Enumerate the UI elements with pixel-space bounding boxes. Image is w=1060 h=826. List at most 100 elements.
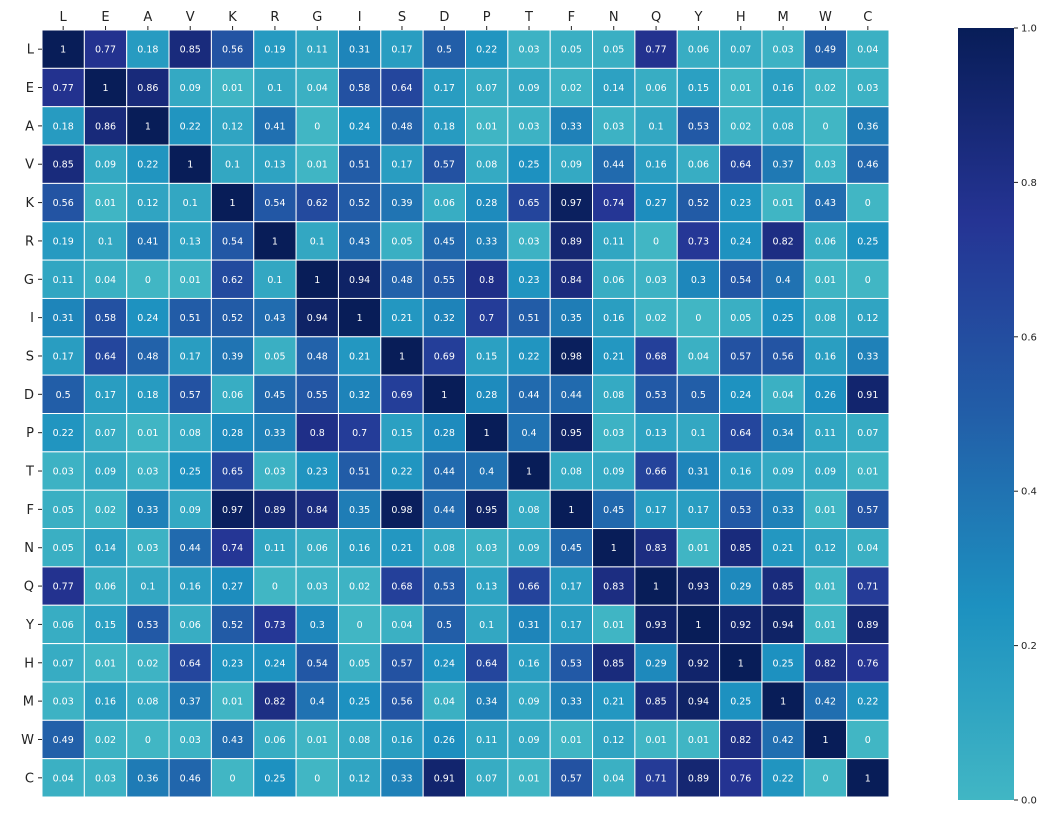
cell-value-label: 0.01 [307, 735, 328, 746]
heatmap-cell [253, 528, 297, 568]
cell-value-label: 0.82 [730, 735, 751, 746]
heatmap-cell [592, 413, 636, 453]
cell-value-label: 0.16 [349, 543, 370, 554]
cell-value-label: 0 [314, 121, 320, 132]
heatmap-cell [422, 221, 466, 261]
heatmap-cell [41, 144, 85, 184]
heatmap-cell [422, 604, 466, 645]
cell-value-label: 0.57 [730, 351, 751, 362]
cell-value-label: 0.77 [645, 45, 666, 56]
cell-value-label: 0.45 [264, 390, 285, 401]
cell-value-label: 0.1 [649, 121, 664, 132]
cell-value-label: 0.89 [264, 505, 285, 516]
cell-value-label: 0 [865, 735, 871, 746]
cell-value-label: 0.24 [137, 313, 158, 324]
heatmap-cell [337, 182, 382, 223]
x-tick-label: S [398, 10, 406, 25]
cell-value-label: 0.95 [476, 505, 497, 516]
x-tick-label: H [736, 10, 746, 25]
heatmap-cell [253, 413, 297, 453]
heatmap-cell [507, 681, 551, 721]
heatmap-cell [83, 374, 128, 414]
heatmap-cell [253, 489, 297, 530]
cell-value-label: 0.04 [391, 620, 412, 631]
cell-value-label: 0.12 [815, 543, 836, 554]
cell-value-label: 0.31 [688, 467, 709, 478]
cell-value-label: 0.95 [561, 428, 582, 439]
heatmap-cell [295, 413, 339, 453]
heatmap-cell [83, 336, 128, 376]
cell-value-label: 0.97 [222, 505, 243, 516]
heatmap-cell [719, 182, 763, 223]
cell-value-label: 0.09 [815, 467, 836, 478]
heatmap-cell [634, 604, 678, 645]
heatmap-cell [549, 758, 594, 798]
y-tick-label: W [21, 733, 34, 748]
cell-value-label: 0.64 [730, 428, 751, 439]
cell-value-label: 0.73 [688, 236, 709, 247]
heatmap-cell [337, 566, 382, 606]
cell-value-label: 0.08 [603, 390, 624, 401]
cell-value-label: 0.68 [391, 582, 412, 593]
cell-value-label: 0.84 [561, 275, 582, 286]
cell-value-label: 0.54 [264, 198, 285, 209]
heatmap-cell [592, 259, 636, 299]
cell-value-label: 0.77 [53, 582, 74, 593]
cell-value-label: 0.15 [95, 620, 116, 631]
cell-value-label: 0.02 [645, 313, 666, 324]
cell-value-label: 0.25 [180, 467, 201, 478]
cell-value-label: 0.17 [391, 160, 412, 171]
cell-value-label: 0.03 [137, 543, 158, 554]
heatmap-cell [761, 604, 805, 645]
cell-value-label: 1 [568, 505, 574, 516]
x-tick-label: Y [693, 10, 702, 25]
heatmap-cell [846, 297, 890, 338]
cell-value-label: 0.52 [222, 313, 243, 324]
cell-value-label: 0.51 [349, 467, 370, 478]
heatmap-cell [253, 643, 297, 683]
cell-value-label: 0.18 [137, 45, 158, 56]
heatmap-cell [676, 106, 721, 146]
heatmap-cell [126, 604, 170, 645]
cell-value-label: 1 [865, 773, 871, 784]
heatmap-cell [168, 221, 212, 261]
cell-value-label: 0.11 [307, 45, 328, 56]
heatmap-cell [380, 374, 424, 414]
cell-value-label: 0.93 [645, 620, 666, 631]
cell-value-label: 0.45 [434, 236, 455, 247]
cell-value-label: 0.51 [349, 160, 370, 171]
cell-value-label: 0.4 [776, 275, 791, 286]
cell-value-label: 0.12 [349, 773, 370, 784]
heatmap-cell [761, 528, 805, 568]
cell-value-label: 0.89 [688, 773, 709, 784]
heatmap-cell [803, 758, 848, 798]
cell-value-label: 0.09 [518, 697, 539, 708]
heatmap-cell [126, 259, 170, 299]
cell-value-label: 0.42 [773, 735, 794, 746]
cell-value-label: 0.12 [222, 121, 243, 132]
cell-value-label: 0.17 [391, 45, 412, 56]
heatmap-cell [803, 29, 848, 69]
cell-value-label: 0.15 [391, 428, 412, 439]
heatmap-cells: 1 0.77 0.18 0.85 0.56 0.19 0.11 0.31 0.17 0.5 0.22… [41, 29, 890, 798]
heatmap-cell [295, 643, 339, 683]
cell-value-label: 0.85 [773, 582, 794, 593]
cell-value-label: 0.1 [267, 83, 282, 94]
heatmap-cell [168, 182, 212, 223]
cell-value-label: 0 [230, 773, 236, 784]
cell-value-label: 0.04 [53, 773, 74, 784]
cell-value-label: 0.04 [773, 390, 794, 401]
heatmap-cell [422, 643, 466, 683]
cell-value-label: 0.44 [518, 390, 539, 401]
y-tick-label: G [24, 273, 34, 288]
heatmap-cell [380, 528, 424, 568]
cell-value-label: 0.48 [307, 351, 328, 362]
cell-value-label: 0.09 [603, 467, 624, 478]
y-tick-label: I [30, 311, 34, 326]
cell-value-label: 0.66 [645, 467, 666, 478]
heatmap-cell [592, 566, 636, 606]
cell-value-label: 0.48 [391, 275, 412, 286]
heatmap-cell [465, 182, 509, 223]
heatmap-cell [634, 681, 678, 721]
heatmap-cell [507, 144, 551, 184]
